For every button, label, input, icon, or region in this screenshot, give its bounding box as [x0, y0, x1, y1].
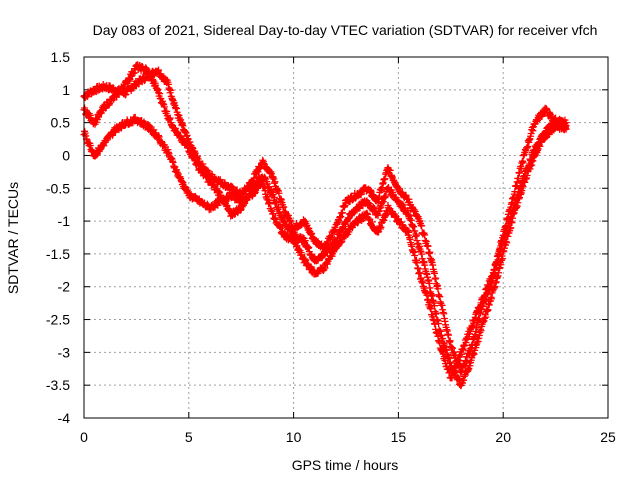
- x-tick-label: 5: [185, 429, 193, 445]
- x-axis-label: GPS time / hours: [292, 457, 399, 473]
- data-point: [424, 242, 432, 250]
- data-point: [488, 295, 496, 303]
- data-point: [562, 122, 570, 130]
- data-point: [484, 306, 492, 314]
- y-tick-label: -2.5: [46, 312, 70, 328]
- x-tick-label: 20: [495, 429, 511, 445]
- data-point: [427, 305, 435, 313]
- data-point: [301, 237, 309, 245]
- data-point: [432, 309, 440, 317]
- data-point: [416, 269, 424, 277]
- plot-frame: [83, 56, 609, 419]
- data-point: [274, 203, 282, 211]
- data-point: [339, 209, 347, 217]
- axis-ticks: 0 5 10 15 20 25 1.5 1 0.5 0 -0.5 -1 -1.5 -2 -2.5 -3 -3.5…: [46, 49, 616, 445]
- y-tick-label: 1: [62, 82, 70, 98]
- y-tick-label: -0.5: [46, 180, 70, 196]
- data-point: [527, 156, 535, 164]
- data-point: [418, 222, 426, 230]
- chart-title: Day 083 of 2021, Sidereal Day-to-day VTE…: [93, 22, 598, 38]
- y-tick-label: -4: [58, 410, 71, 426]
- grid-lines: [84, 57, 608, 418]
- data-point: [524, 143, 532, 151]
- data-point: [167, 86, 175, 94]
- data-point: [450, 348, 458, 356]
- data-point: [514, 175, 522, 183]
- data-point: [426, 248, 434, 256]
- data-point: [430, 302, 438, 310]
- y-tick-label: -2: [58, 279, 71, 295]
- y-tick-label: -1: [58, 213, 71, 229]
- x-tick-label: 0: [80, 429, 88, 445]
- y-tick-label: 0: [62, 147, 70, 163]
- y-tick-label: 0.5: [51, 115, 71, 131]
- y-axis-label: SDTVAR / TECUs: [5, 182, 21, 294]
- data-point: [434, 285, 442, 293]
- data-point: [468, 323, 476, 331]
- y-tick-label: 1.5: [51, 49, 71, 65]
- data-point: [499, 255, 507, 263]
- data-point: [519, 158, 527, 166]
- data-point: [269, 190, 277, 198]
- y-tick-label: -1.5: [46, 246, 70, 262]
- data-points: [80, 61, 570, 390]
- y-tick-label: -3: [58, 344, 71, 360]
- x-tick-label: 10: [286, 429, 302, 445]
- x-tick-label: 15: [391, 429, 407, 445]
- y-tick-label: -3.5: [46, 377, 70, 393]
- x-tick-label: 25: [600, 429, 616, 445]
- series-3: [80, 113, 570, 382]
